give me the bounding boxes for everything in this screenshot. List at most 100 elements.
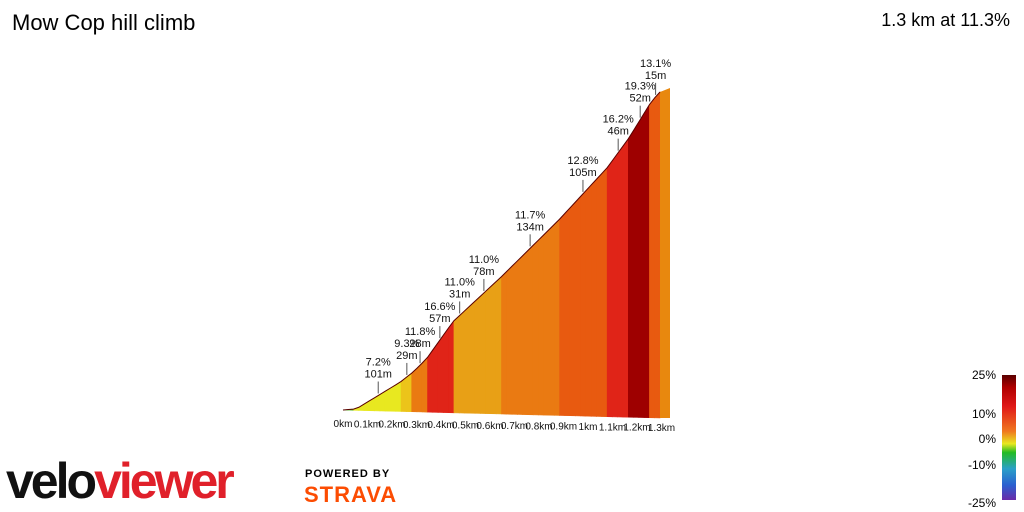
profile-slice bbox=[538, 234, 545, 416]
annotation-grade: 13.1% bbox=[640, 58, 671, 70]
profile-slice bbox=[464, 305, 471, 414]
profile-slice bbox=[443, 326, 449, 413]
profile-slice bbox=[469, 300, 476, 414]
annotation-grade: 9.3% bbox=[394, 338, 419, 350]
annotation-length: 52m bbox=[629, 93, 650, 105]
profile-slice bbox=[522, 249, 529, 415]
profile-slice bbox=[622, 137, 629, 418]
profile-slice bbox=[448, 319, 455, 414]
profile-slice bbox=[501, 270, 508, 415]
strava-logo[interactable]: STRAVA bbox=[304, 482, 398, 507]
x-tick-label: 1.2km bbox=[623, 423, 650, 434]
profile-slice bbox=[485, 285, 492, 415]
annotation-length: 46m bbox=[607, 126, 628, 138]
svg-text:veloviewer: veloviewer bbox=[6, 453, 234, 508]
veloviewer-logo[interactable]: veloviewer bbox=[6, 452, 286, 508]
profile-slice bbox=[569, 201, 576, 417]
profile-slice bbox=[638, 112, 645, 418]
x-axis-ticks: 0km 0.1km0.2km0.3km0.4km0.5km0.6km0.7km0.… bbox=[334, 419, 676, 434]
profile-slice bbox=[384, 387, 391, 412]
profile-slice bbox=[554, 218, 560, 416]
x-tick-label: 0.6km bbox=[476, 421, 503, 432]
profile-slice bbox=[458, 310, 465, 414]
x-tick-label: 0.1km bbox=[354, 419, 381, 430]
profile-slice bbox=[421, 356, 428, 413]
profile-slice bbox=[596, 172, 603, 417]
profile-slice bbox=[606, 159, 613, 418]
profile-side-face bbox=[660, 88, 670, 418]
profile-slice bbox=[649, 96, 656, 419]
annotation-grade: 12.8% bbox=[567, 155, 598, 167]
profile-slice bbox=[575, 195, 582, 417]
profile-slice bbox=[432, 341, 439, 413]
annotation-grade: 11.0% bbox=[469, 254, 500, 266]
annotation-length: 101m bbox=[364, 369, 392, 381]
scale-label-10: 10% bbox=[971, 407, 996, 421]
profile-slice bbox=[627, 129, 634, 418]
x-tick-label: 0km bbox=[334, 419, 353, 430]
page-title: Mow Cop hill climb bbox=[12, 10, 196, 35]
profile-slice bbox=[390, 384, 397, 412]
annotation-length: 78m bbox=[473, 266, 494, 278]
profile-slice bbox=[564, 206, 571, 417]
x-tick-label: 0.7km bbox=[501, 421, 528, 432]
x-tick-label: 0.8km bbox=[525, 421, 552, 432]
profile-slice bbox=[643, 103, 650, 419]
profile-slice bbox=[527, 244, 534, 416]
scale-label-25: 25% bbox=[971, 368, 996, 382]
annotation-length: 28m bbox=[409, 338, 430, 350]
profile-slice bbox=[532, 239, 539, 416]
x-tick-label: 0.4km bbox=[427, 420, 454, 431]
x-tick-label: 0.9km bbox=[550, 422, 577, 433]
x-tick-label: 1.1km bbox=[599, 422, 626, 433]
climb-summary: 1.3 km at 11.3% bbox=[881, 10, 1010, 30]
annotation-grade: 11.0% bbox=[444, 276, 475, 288]
annotation-length: 105m bbox=[569, 167, 597, 179]
profile-slice bbox=[585, 184, 592, 417]
x-tick-label: 0.3km bbox=[403, 420, 430, 431]
profile-slice bbox=[411, 367, 418, 413]
profile-slice bbox=[406, 372, 412, 413]
annotation-grade: 16.6% bbox=[424, 301, 455, 313]
x-tick-label: 0.5km bbox=[452, 421, 479, 432]
profile-slice bbox=[490, 280, 497, 415]
profile-slice bbox=[612, 152, 619, 418]
profile-slice bbox=[517, 254, 523, 415]
profile-slice bbox=[548, 223, 555, 416]
powered-by-label: POWERED BY bbox=[305, 468, 391, 480]
profile-ridge-line bbox=[342, 91, 661, 411]
annotation-grade: 19.3% bbox=[625, 81, 656, 93]
gradient-color-scale bbox=[1002, 375, 1016, 500]
profile-slice bbox=[580, 189, 587, 417]
annotation-length: 31m bbox=[449, 288, 470, 300]
profile-slice bbox=[395, 380, 402, 412]
scale-label-minus-25: -25% bbox=[967, 496, 996, 510]
scale-label-minus-10: -10% bbox=[967, 458, 996, 472]
profile-slice bbox=[416, 362, 423, 413]
profile-slice bbox=[511, 260, 518, 415]
annotation-length: 15m bbox=[645, 70, 666, 82]
profile-slice bbox=[495, 275, 502, 415]
profile-slice bbox=[427, 349, 434, 413]
profile-slice bbox=[543, 228, 550, 416]
x-tick-label: 1.3km bbox=[648, 423, 675, 434]
profile-slice bbox=[400, 376, 407, 412]
profile-slice bbox=[474, 295, 481, 414]
profile-slice bbox=[617, 145, 624, 418]
profile-slice bbox=[453, 315, 460, 414]
profile-slice bbox=[654, 91, 661, 419]
annotation-length: 57m bbox=[429, 313, 450, 325]
profile-slice bbox=[506, 265, 513, 415]
scale-label-0: 0% bbox=[978, 432, 996, 446]
annotation-grade: 11.7% bbox=[515, 209, 546, 221]
profile-slice bbox=[559, 212, 566, 416]
segment-annotations: 7.2%101m9.3%29m11.8%28m16.6%57m11.0%31m1… bbox=[364, 58, 671, 394]
profile-slice bbox=[601, 166, 608, 417]
profile-slice bbox=[480, 290, 486, 414]
x-tick-label: 1km bbox=[579, 422, 598, 433]
annotation-length: 29m bbox=[396, 350, 417, 362]
profile-slice bbox=[591, 178, 597, 417]
x-tick-label: 0.2km bbox=[378, 420, 405, 431]
annotation-grade: 7.2% bbox=[366, 357, 391, 369]
